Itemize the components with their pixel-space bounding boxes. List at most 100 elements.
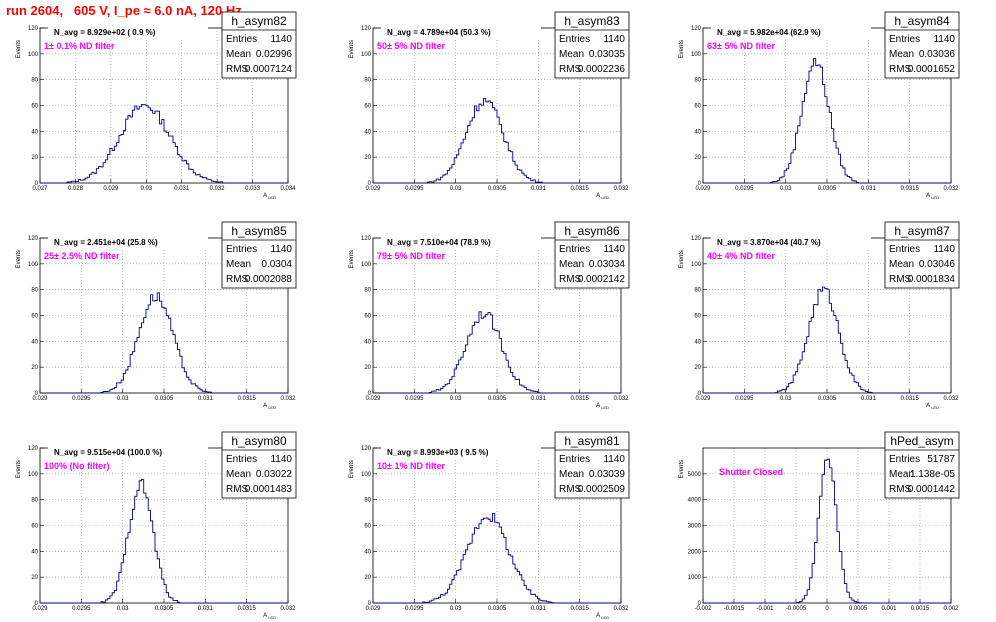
navg-label: N_avg = 9.515e+04 (100.0 %) [54, 448, 162, 457]
y-tick-label: 0 [368, 391, 372, 397]
x-tick-label: 0.0295 [405, 186, 424, 192]
stat-name: Entries [889, 34, 920, 45]
y-tick-label: 80 [694, 78, 701, 84]
stat-value: 0.0001834 [908, 274, 956, 285]
y-tick-label: 60 [364, 104, 371, 110]
stat-name: RMS [889, 484, 912, 495]
navg-box [381, 27, 541, 39]
stat-box [554, 221, 630, 289]
stat-name: RMS [226, 64, 249, 75]
stat-name: Mean [559, 259, 584, 270]
filter-label: 63± 5% ND filter [707, 41, 775, 51]
stat-title: h_asym86 [564, 224, 620, 238]
y-tick-label: 100 [28, 472, 39, 478]
histogram-series-h_asym86 [373, 311, 621, 394]
y-tick-label: 40 [694, 129, 701, 135]
stat-value: 1140 [603, 34, 625, 45]
stat-value: 1140 [603, 244, 625, 255]
x-tick-label: 0.029 [365, 606, 381, 612]
stat-name: Mean [889, 259, 914, 270]
x-tick-label: 0.0305 [488, 606, 507, 612]
filter-label: 50± 5% ND filter [377, 41, 445, 51]
histogram-series-h_asym82 [40, 104, 288, 184]
stat-value: 0.0002509 [578, 484, 626, 495]
y-tick-label: 20 [31, 575, 38, 581]
stat-title: h_asym82 [231, 14, 287, 28]
x-tick-label: 0.03 [450, 186, 462, 192]
x-tick-label: 0.0305 [488, 186, 507, 192]
stat-value: 1140 [933, 34, 955, 45]
x-tick-label: 0.031 [198, 606, 214, 612]
x-tick-label: 0.0295 [72, 396, 91, 402]
navg-box [48, 237, 208, 249]
y-tick-label: 80 [31, 498, 38, 504]
y-tick-label: 20 [31, 155, 38, 161]
y-axis-title: Events [16, 460, 22, 478]
stat-title: h_asym81 [564, 434, 620, 448]
y-tick-label: 0 [698, 601, 702, 607]
y-tick-label: 60 [364, 314, 371, 320]
y-axis-title: Events [349, 250, 355, 268]
stat-box [884, 221, 960, 289]
stat-box [554, 11, 630, 79]
x-tick-label: 0.029 [32, 606, 48, 612]
x-tick-label: 0.0015 [911, 606, 930, 612]
x-tick-label: 0.03 [450, 396, 462, 402]
x-tick-label: 0.031 [861, 396, 877, 402]
stat-name: Entries [226, 244, 257, 255]
stat-value: 0.0001483 [245, 484, 293, 495]
y-tick-label: 1000 [688, 575, 702, 581]
x-tick-label: 0.0305 [155, 396, 174, 402]
stat-name: RMS [889, 64, 912, 75]
navg-box [711, 27, 871, 39]
histogram-panel-h_asym82: 0.027 0.028 0.029 0.03 0.031 0.032 0.033 0.034 0… [16, 11, 297, 200]
y-tick-label: 60 [31, 524, 38, 530]
y-tick-label: 120 [691, 236, 702, 242]
y-tick-label: 120 [361, 236, 372, 242]
stat-value: 0.0001652 [908, 64, 956, 75]
filter-label: 10± 1% ND filter [377, 461, 445, 471]
y-tick-label: 120 [691, 26, 702, 32]
stat-name: Mean [559, 49, 584, 60]
y-tick-label: 20 [364, 155, 371, 161]
stat-box [221, 221, 297, 289]
stat-box [221, 11, 297, 79]
x-tick-label: 0.002 [943, 606, 959, 612]
y-tick-label: 80 [364, 288, 371, 294]
filter-label: 79± 5% ND filter [377, 251, 445, 261]
x-tick-label: 0.03 [117, 396, 129, 402]
x-tick-label: 0.032 [613, 606, 629, 612]
stat-name: Mean [226, 469, 251, 480]
y-tick-label: 100 [361, 472, 372, 478]
y-tick-label: 100 [691, 52, 702, 58]
y-tick-label: 20 [694, 155, 701, 161]
y-tick-label: 80 [364, 78, 371, 84]
y-tick-label: 100 [691, 262, 702, 268]
stat-name: Entries [559, 454, 590, 465]
x-tick-label: 0.032 [210, 186, 226, 192]
stat-value: 0.0002088 [245, 274, 293, 285]
x-tick-label: 0.032 [613, 186, 629, 192]
stat-title: h_asym87 [894, 224, 950, 238]
stat-title: hPed_asym [890, 434, 953, 448]
y-tick-label: 20 [694, 365, 701, 371]
x-tick-label: 0.03 [780, 186, 792, 192]
stat-value: 0.03039 [589, 469, 626, 480]
x-tick-label: 0.0315 [237, 396, 256, 402]
x-tick-label: 0.03 [117, 606, 129, 612]
stat-value: 1140 [270, 244, 292, 255]
histogram-series-hPed_asym [703, 458, 951, 604]
navg-box [48, 447, 208, 459]
x-tick-label: 0.031 [174, 186, 190, 192]
stat-value: 0.0002236 [578, 64, 626, 75]
stat-name: Entries [889, 244, 920, 255]
y-tick-label: 20 [364, 365, 371, 371]
y-tick-label: 100 [361, 262, 372, 268]
histogram-panel-h_asym84: 0.029 0.0295 0.03 0.0305 0.031 0.0315 0.032 0 20… [679, 11, 960, 200]
x-tick-label: -0.0015 [724, 606, 745, 612]
filter-label: 25± 2.5% ND filter [44, 251, 120, 261]
stat-name: Entries [226, 34, 257, 45]
histogram-panel-hPed_asym: -0.002 -0.0015 -0.001 -0.0005 0 0.0005 0.001 0.… [679, 431, 960, 612]
filter-label: 40± 4% ND filter [707, 251, 775, 261]
y-tick-label: 0 [35, 391, 39, 397]
